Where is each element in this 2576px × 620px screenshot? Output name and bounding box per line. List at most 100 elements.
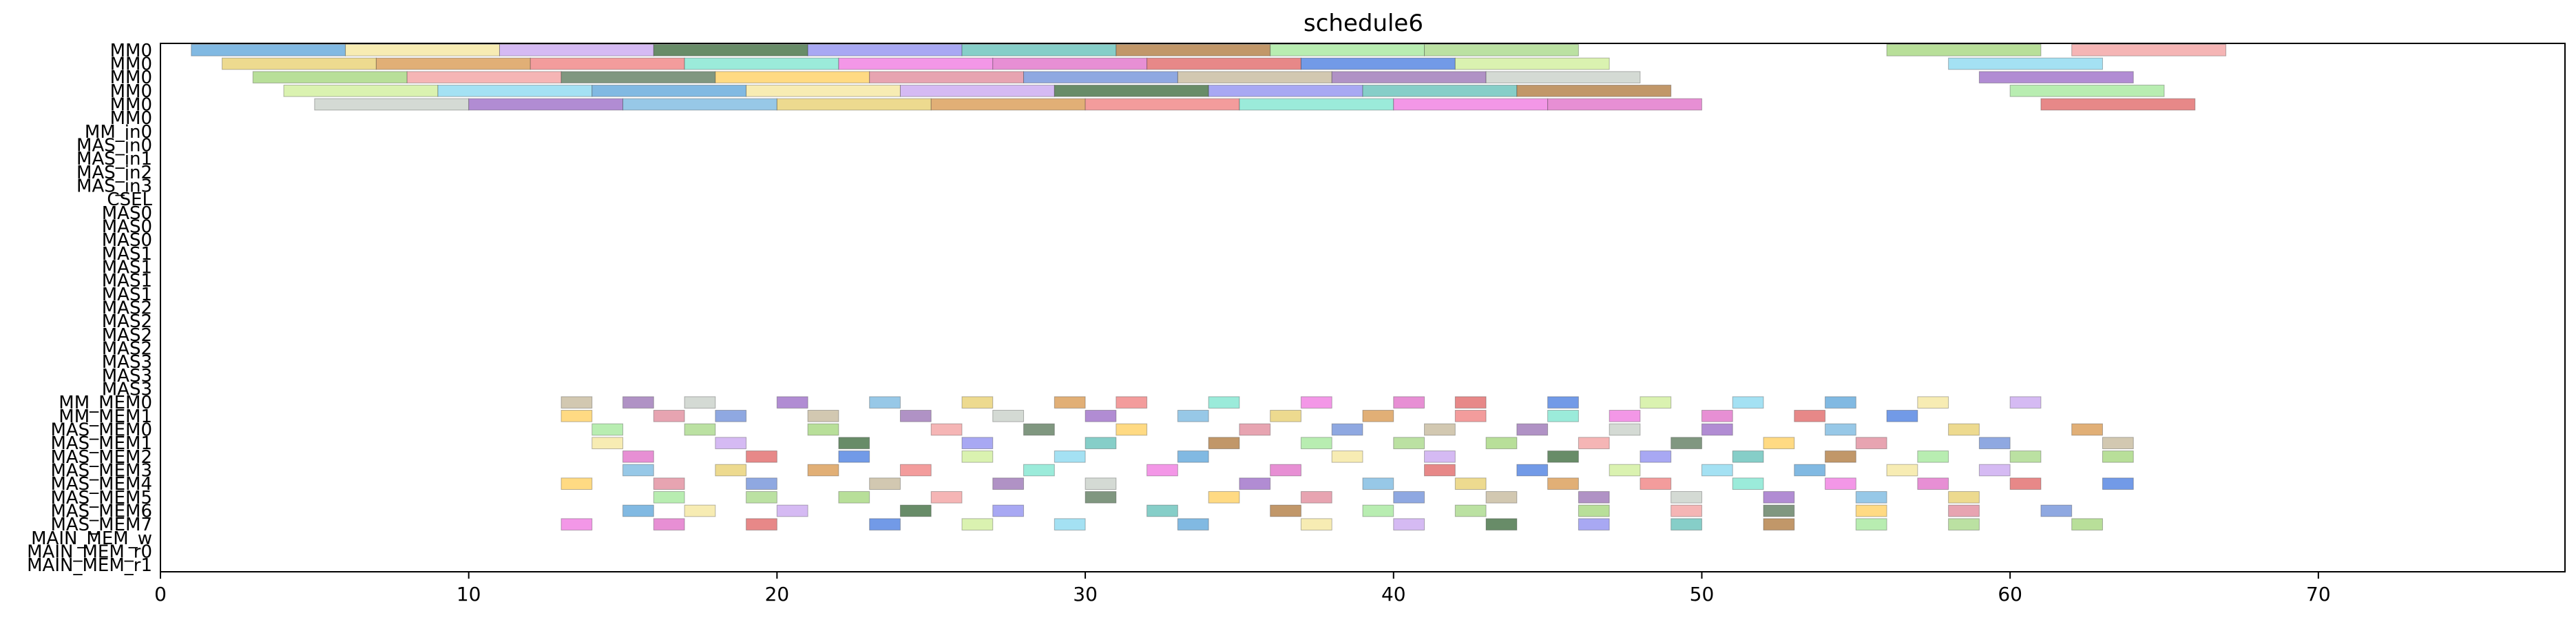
x-tick-label: 40 (1381, 583, 1406, 606)
y-tick-label: CSEL (107, 189, 152, 210)
y-tick-label: MM0 (110, 68, 152, 88)
y-tick-label: MAS3 (102, 352, 152, 373)
y-tick-label: MAS_MEM4 (50, 474, 152, 495)
gantt-bar (1978, 71, 2134, 84)
gantt-bar (869, 71, 1025, 84)
gantt-bar (1825, 423, 1856, 436)
gantt-bar (1146, 57, 1301, 70)
gantt-bar (1578, 491, 1610, 504)
gantt-bar (1300, 57, 1456, 70)
gantt-bar (961, 396, 994, 409)
gantt-bar (1701, 423, 1733, 436)
gantt-bar (1362, 410, 1394, 422)
gantt-bar (1054, 451, 1086, 463)
gantt-bar (591, 423, 624, 436)
gantt-bar (2040, 504, 2073, 517)
y-tick-label: MAIN_MEM_w (31, 528, 152, 549)
gantt-bar (1917, 451, 1949, 463)
gantt-bar (1362, 85, 1518, 97)
gantt-bar (899, 504, 932, 517)
y-tick-label: MM0 (110, 41, 152, 61)
gantt-bar (1116, 44, 1271, 56)
gantt-bar (1239, 423, 1271, 436)
gantt-bar (1701, 464, 1733, 477)
gantt-bar (222, 57, 377, 70)
x-tick-label: 60 (1998, 583, 2022, 606)
gantt-bar (1578, 437, 1610, 449)
gantt-bar (1917, 396, 1949, 409)
gantt-bar (561, 71, 716, 84)
gantt-bar (746, 477, 777, 490)
gantt-bar (1300, 396, 1332, 409)
gantt-bar (1609, 464, 1641, 477)
gantt-bar (561, 477, 593, 490)
gantt-bar (1331, 451, 1363, 463)
gantt-bar (1763, 504, 1795, 517)
y-tick-label: MAS1 (102, 244, 152, 265)
y-tick-label: MM0 (110, 54, 152, 75)
gantt-bar (1454, 504, 1487, 517)
gantt-bar (1578, 518, 1610, 530)
gantt-bar (838, 491, 870, 504)
gantt-bar (1948, 504, 1980, 517)
gantt-bar (252, 71, 408, 84)
gantt-bar (2009, 477, 2042, 490)
gantt-bar (1948, 57, 2103, 70)
gantt-bar (1948, 491, 1980, 504)
gantt-bar (1085, 98, 1240, 111)
gantt-bar (2009, 85, 2165, 97)
gantt-bar (2102, 437, 2134, 449)
gantt-bar (1085, 410, 1117, 422)
gantt-bar (1424, 44, 1579, 56)
gantt-bar (1825, 451, 1856, 463)
gantt-bar (2009, 396, 2042, 409)
y-tick-label: MM_in0 (85, 122, 152, 143)
gantt-bar (1825, 396, 1856, 409)
y-tick-label: MAS2 (102, 339, 152, 360)
y-tick-label: MAS_MEM2 (50, 447, 152, 468)
gantt-bar (622, 464, 654, 477)
gantt-bar (653, 410, 685, 422)
gantt-bar (191, 44, 346, 56)
gantt-bar (1393, 396, 1425, 409)
y-tick-label: MAS1 (102, 258, 152, 278)
gantt-bar (1547, 477, 1579, 490)
gantt-bar (1454, 396, 1487, 409)
gantt-bar (1146, 504, 1178, 517)
gantt-bar (1855, 518, 1887, 530)
gantt-bar (899, 464, 932, 477)
gantt-bar (1270, 410, 1301, 422)
gantt-bar (1393, 491, 1425, 504)
y-tick-label: MAS_in0 (76, 136, 152, 156)
gantt-bar (1978, 464, 2011, 477)
gantt-bar (1454, 477, 1487, 490)
gantt-bar (1609, 423, 1641, 436)
gantt-bar (715, 464, 747, 477)
gantt-bar (2071, 423, 2103, 436)
gantt-bar (1763, 518, 1795, 530)
gantt-bar (406, 71, 562, 84)
gantt-bar (1331, 71, 1487, 84)
y-tick-label: MM0 (110, 81, 152, 102)
gantt-bar (499, 44, 654, 56)
gantt-bar (437, 85, 593, 97)
y-tick-label: MAS3 (102, 380, 152, 400)
gantt-bar (1208, 85, 1363, 97)
gantt-bar (622, 396, 654, 409)
gantt-bar (1732, 396, 1764, 409)
y-tick-label: MAS_MEM7 (50, 515, 152, 535)
gantt-bar (992, 477, 1025, 490)
gantt-bar (1671, 518, 1702, 530)
gantt-bar (930, 491, 963, 504)
gantt-bar (1763, 491, 1795, 504)
gantt-bar (1146, 464, 1178, 477)
gantt-bar (1825, 477, 1856, 490)
y-tick-label: MM0 (110, 108, 152, 129)
y-tick-label: MAS2 (102, 311, 152, 332)
gantt-bar (807, 464, 839, 477)
gantt-bar (1485, 437, 1518, 449)
gantt-bar (869, 518, 901, 530)
gantt-bar (622, 98, 777, 111)
gantt-bar (1794, 464, 1826, 477)
gantt-bar (1239, 477, 1271, 490)
